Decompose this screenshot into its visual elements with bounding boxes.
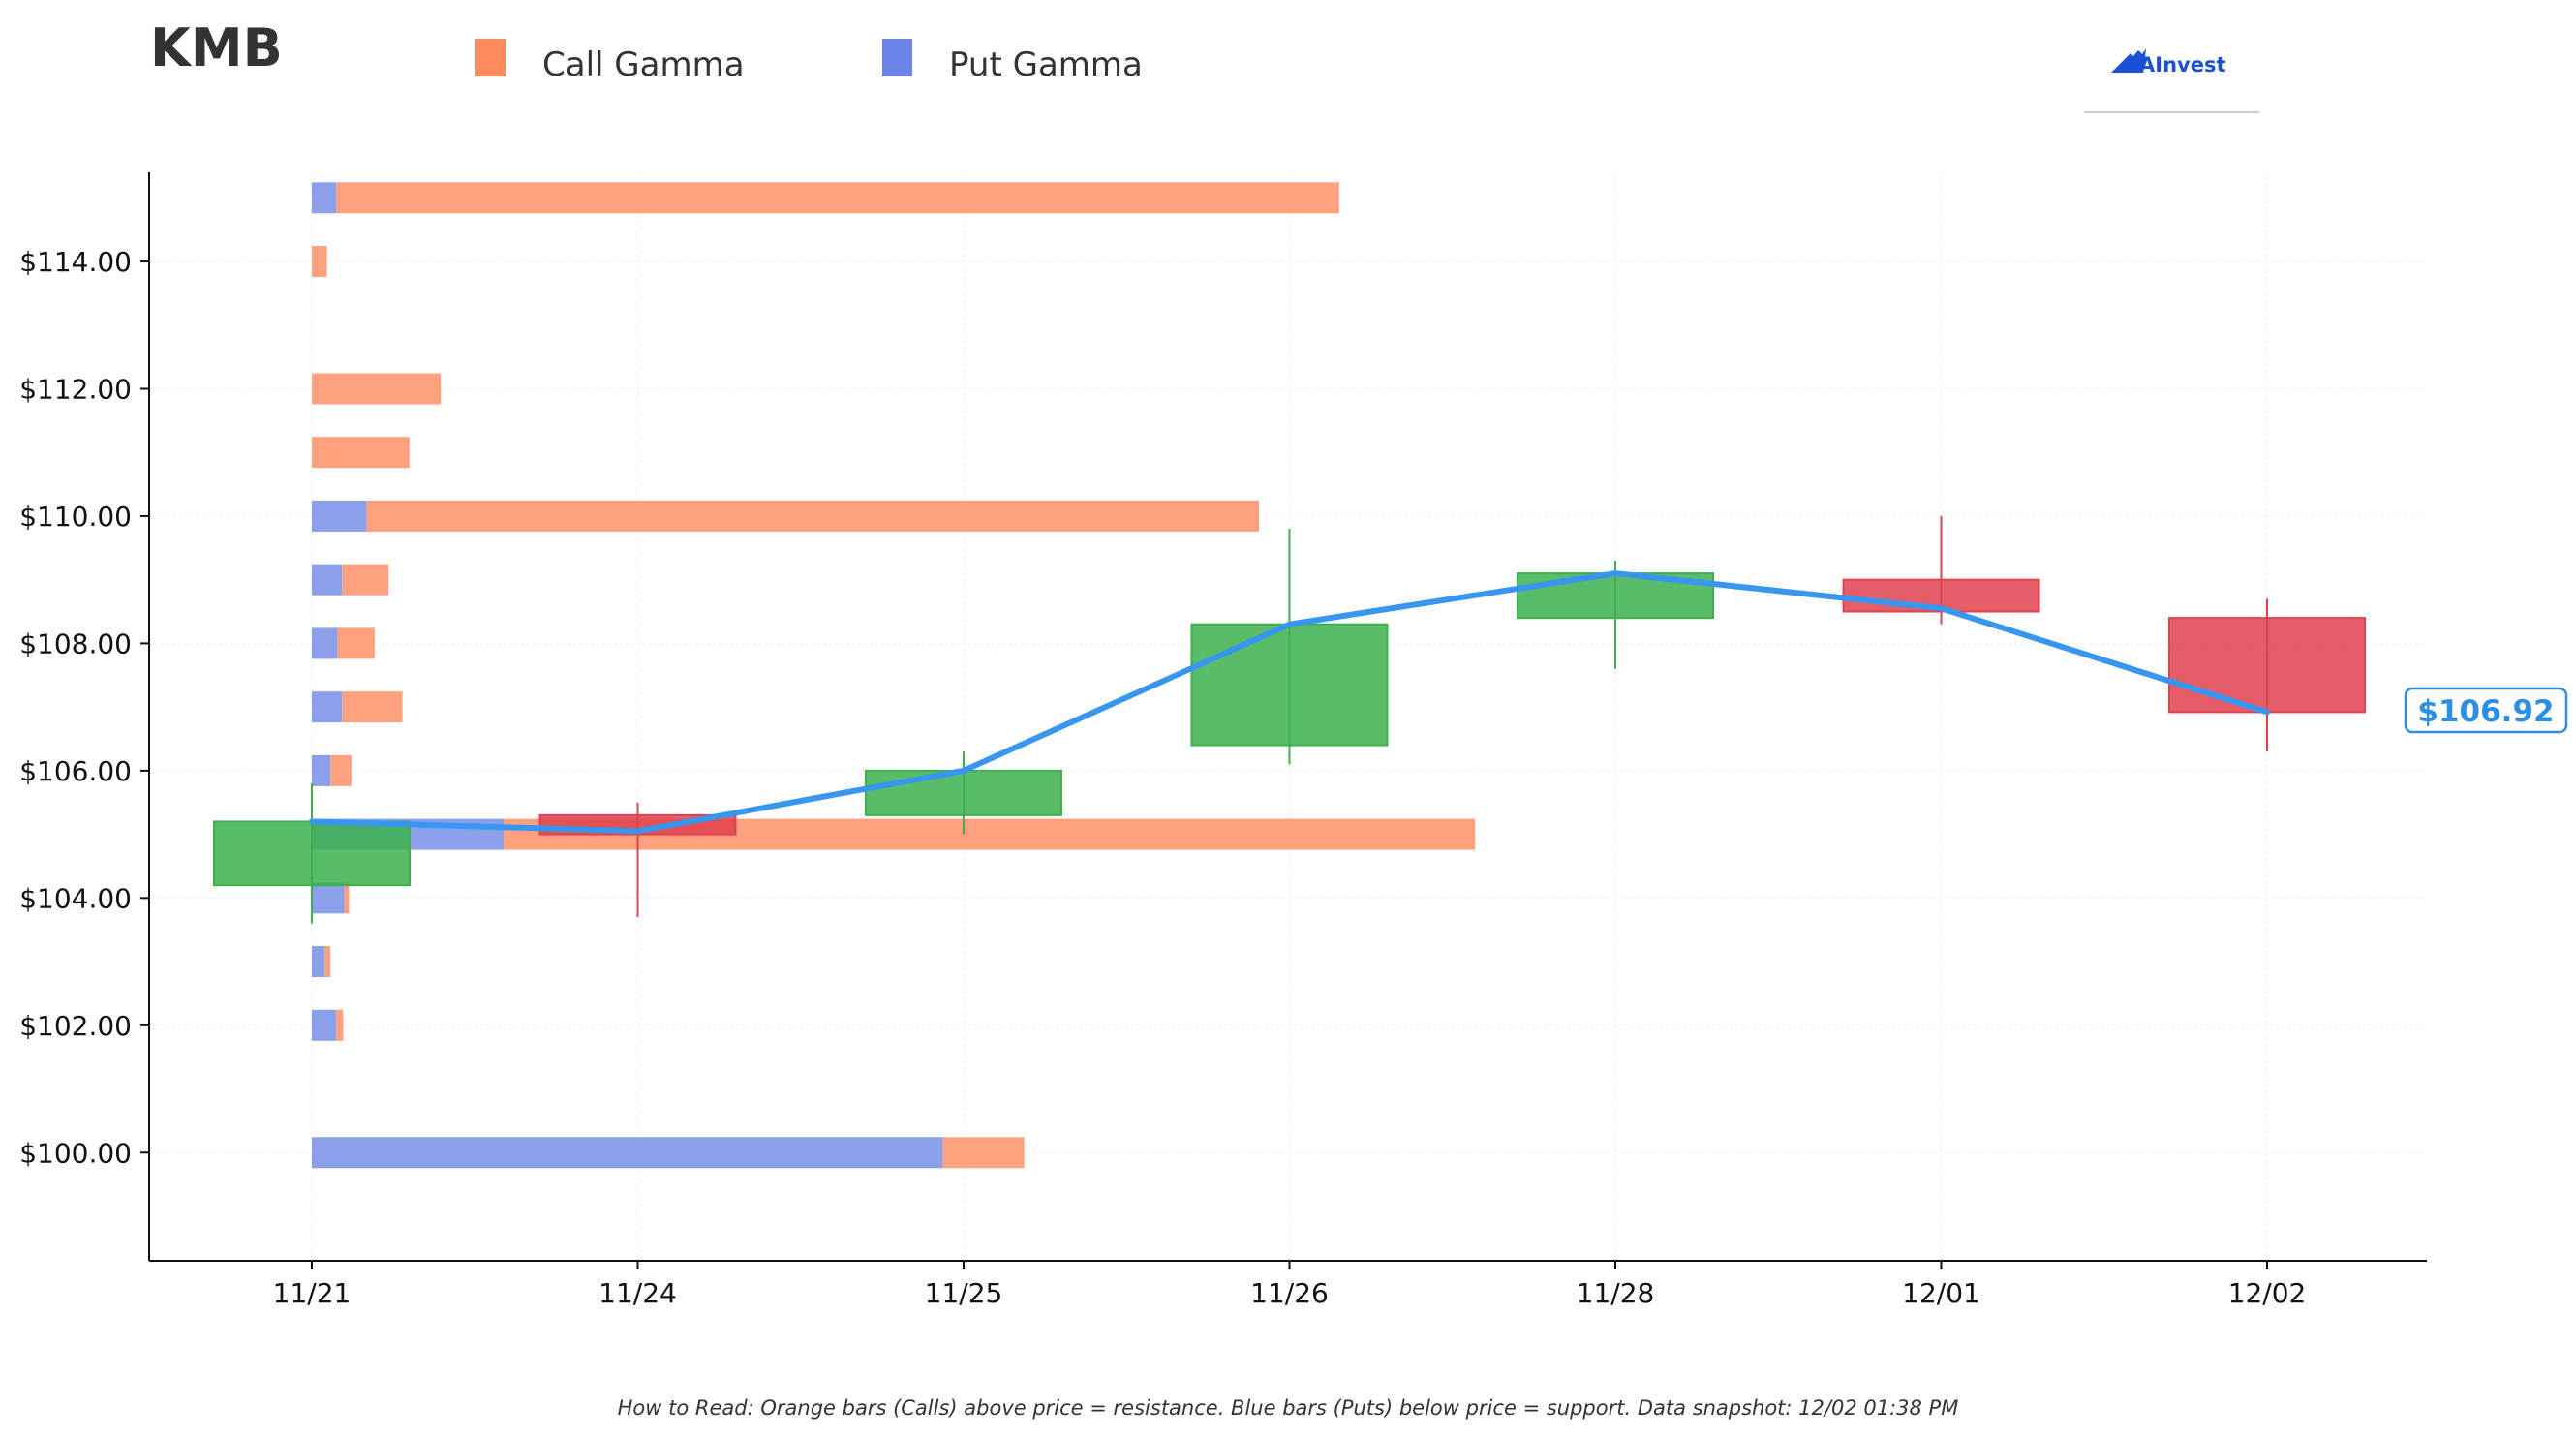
- y-tick-label: $104.00: [19, 882, 132, 914]
- y-tick-label: $102.00: [19, 1010, 132, 1042]
- ainvest-logo-icon: [2111, 48, 2146, 73]
- legend-call-label: Call Gamma: [542, 46, 745, 84]
- put-gamma-bar: [312, 182, 337, 214]
- x-tick-label: 11/28: [1577, 1277, 1655, 1309]
- call-gamma-bar: [312, 246, 327, 278]
- legend-put-swatch: [882, 39, 912, 76]
- candle-body-up: [865, 769, 1062, 816]
- call-gamma-bar: [336, 182, 1339, 214]
- call-gamma-bar: [312, 437, 410, 469]
- call-gamma-bar: [344, 882, 350, 914]
- x-tick-label: 11/26: [1250, 1277, 1329, 1309]
- y-tick-label: $106.00: [19, 755, 132, 787]
- current-price-box: [2404, 687, 2568, 734]
- call-gamma-bar: [942, 1137, 1025, 1169]
- y-tick-label: $112.00: [19, 373, 132, 405]
- legend-put-label: Put Gamma: [949, 46, 1143, 84]
- put-gamma-bar: [312, 754, 331, 786]
- call-gamma-bar: [330, 754, 352, 786]
- call-gamma-bar: [336, 1009, 344, 1041]
- logo-text: AInvest: [2139, 53, 2226, 76]
- y-tick-label: $110.00: [19, 501, 132, 533]
- call-gamma-bar: [366, 500, 1259, 532]
- x-tick-label: 11/24: [598, 1277, 677, 1309]
- candle-body-up: [213, 820, 411, 887]
- candle-body-up: [1190, 623, 1389, 747]
- close-price-line-group: [309, 570, 2270, 835]
- ainvest-logo: AInvest: [2084, 48, 2259, 113]
- close-price-line: [309, 570, 2270, 835]
- candlesticks: [213, 515, 2366, 924]
- put-gamma-bar: [312, 946, 325, 978]
- put-gamma-bar: [312, 627, 338, 659]
- put-gamma-bar: [312, 500, 367, 532]
- call-gamma-bar: [312, 373, 442, 405]
- put-gamma-bar: [312, 1137, 943, 1169]
- current-price-label: $106.92: [2417, 694, 2554, 729]
- put-gamma-bar: [312, 1009, 337, 1041]
- call-gamma-bar: [324, 946, 331, 978]
- x-tick-label: 11/25: [925, 1277, 1003, 1309]
- ticker-title: KMB: [150, 17, 283, 78]
- footer-note: How to Read: Orange bars (Calls) above p…: [618, 1396, 1959, 1420]
- candle-body-down: [2168, 617, 2366, 714]
- call-gamma-bar: [342, 564, 389, 596]
- call-gamma-bar: [342, 691, 403, 723]
- gamma-bars: [312, 182, 1476, 1169]
- x-tick-label: 11/21: [273, 1277, 352, 1309]
- x-tick-label: 12/01: [1902, 1277, 1980, 1309]
- put-gamma-bar: [312, 564, 343, 596]
- axes: $100.00 $102.00 $104.00 $106.00 $108.00 $110.…: [19, 172, 2427, 1309]
- current-price-tag: $106.92: [2404, 687, 2568, 734]
- y-tick-label: $100.00: [19, 1137, 132, 1169]
- put-gamma-bar: [312, 882, 345, 914]
- legend-call-swatch: [475, 39, 506, 76]
- y-tick-label: $108.00: [19, 627, 132, 659]
- y-tick-label: $114.00: [19, 246, 132, 278]
- x-tick-label: 12/02: [2228, 1277, 2307, 1309]
- put-gamma-bar: [312, 691, 343, 723]
- call-gamma-bar: [337, 627, 375, 659]
